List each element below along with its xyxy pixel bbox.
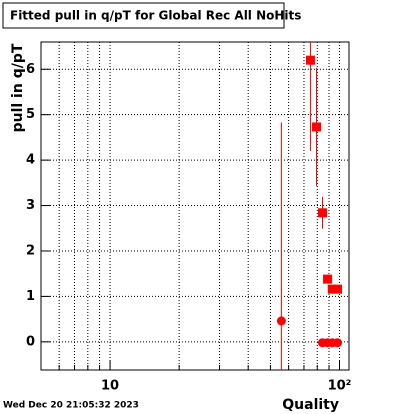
marker-square: [317, 208, 327, 218]
y-tick-label: 0: [26, 334, 35, 349]
y-tick-label: 4: [26, 153, 35, 168]
marker-circle: [276, 316, 286, 326]
title-box: [2, 2, 285, 29]
marker-circle: [332, 338, 342, 348]
footer: Wed Dec 20 21:05:32 2023: [3, 401, 139, 411]
y-tick-label: 2: [26, 243, 35, 258]
marker-square: [305, 55, 315, 65]
y-tick-label: 6: [26, 62, 35, 77]
x-tick-label: 10²: [328, 379, 352, 394]
plot-border: [40, 41, 350, 371]
y-tick-label: 3: [26, 198, 35, 213]
y-tick-label: 5: [26, 107, 35, 122]
marker-square: [323, 274, 333, 284]
x-tick-label: 10: [101, 379, 119, 394]
y-axis-label: pull in q/pT: [10, 43, 26, 132]
y-tick-label: 1: [26, 289, 35, 304]
x-axis-label: Quality: [282, 397, 339, 413]
marker-square: [327, 284, 337, 294]
chart-title: Fitted pull in q/pT for Global Rec All N…: [10, 9, 301, 23]
marker-square: [332, 284, 342, 294]
marker-square: [312, 122, 322, 132]
